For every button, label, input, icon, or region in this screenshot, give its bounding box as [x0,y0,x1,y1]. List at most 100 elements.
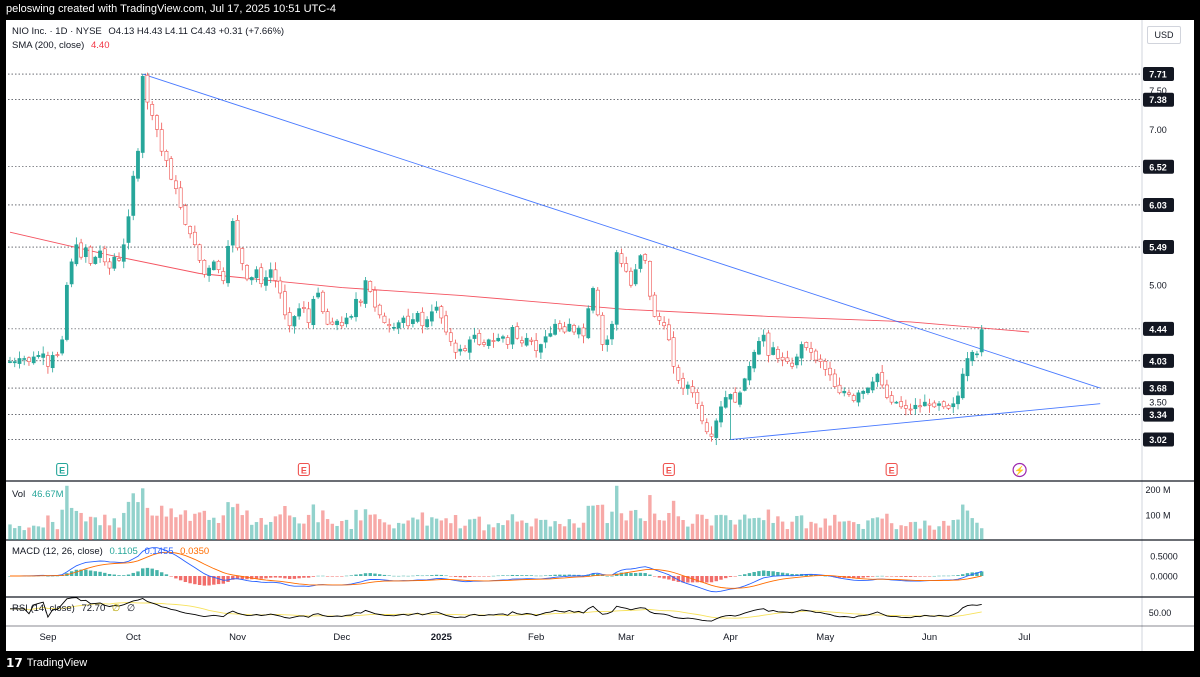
volume-bar [937,526,941,540]
candle-body [704,422,709,433]
candle-body [979,329,984,353]
candle-body [543,336,548,343]
chart-area[interactable]: 7.71 7.38 6.52 6.03 5.49 4.44 4.03 3.68 3.34 3.02… [6,20,1194,651]
macd-histogram-bar [325,576,330,577]
macd-histogram-bar [562,574,567,576]
volume-bar [605,523,609,540]
volume-bar [899,525,903,540]
volume-bar [197,512,202,540]
volume-bar [548,526,553,540]
volume-bar [714,515,718,540]
macd-histogram-bar [558,574,562,576]
candle-body [211,261,216,271]
macd-histogram-bar [619,572,624,576]
time-axis-label: Jul [1018,632,1030,643]
macd-histogram-bar [638,572,643,576]
level-label-bg [1143,159,1174,174]
candle-body [918,405,922,408]
macd-histogram-bar [885,576,889,577]
candle-body [932,402,937,408]
candle-body [150,104,155,116]
currency-button[interactable]: USD [1147,26,1181,44]
macd-histogram-bar [330,576,335,577]
time-axis-label: Sep [39,632,56,643]
macd-histogram-bar [136,571,140,576]
volume-bar [515,521,519,540]
candle-body [652,294,657,317]
volume-bar [743,514,747,540]
footer-brand[interactable]: 𝟭𝟳 TradingView [6,656,87,670]
candle-body [363,280,368,304]
macd-value-2: 0.1455 [144,546,174,557]
macd-histogram-bar [193,576,197,585]
macd-histogram-bar [951,575,955,577]
candle-body [396,322,401,329]
candle-body [278,280,283,294]
macd-histogram-bar [790,573,794,576]
volume-bar [145,507,150,540]
candle-body [254,269,259,279]
macd-histogram-bar [965,573,970,576]
candle-body [662,322,667,327]
candle-body [572,325,576,333]
volume-bar [235,503,240,540]
macd-histogram-bar [131,572,135,576]
volume-bar [69,507,74,540]
macd-histogram-bar [264,576,268,579]
macd-histogram-bar [178,576,183,581]
candle-body [287,312,292,327]
rsi-label[interactable]: RSI (14, close) [12,603,75,614]
volume-bar [506,520,510,540]
candle-body [965,358,970,377]
macd-label[interactable]: MACD (12, 26, close) [12,546,103,557]
volume-bar [690,523,695,540]
volume-bar [415,519,420,540]
price-tick-label: 7.50 [1149,86,1167,96]
macd-histogram-bar [529,575,534,576]
volume-bar [434,518,439,540]
volume-label[interactable]: Vol [12,489,26,500]
volume-bar [942,520,946,540]
macd-histogram-bar [145,567,150,576]
volume-bar [633,509,638,540]
macd-histogram-bar [738,575,742,576]
volume-bar [586,505,590,540]
macd-tick-label: 0.5000 [1150,552,1178,562]
candle-body [392,327,396,329]
macd-histogram-bar [420,575,425,577]
macd-histogram-bar [226,576,230,582]
rsi-legend: RSI (14, close) 72.70 ∅ ∅ [12,603,139,614]
volume-bar [501,525,505,540]
symbol-name[interactable]: NIO Inc. · 1D · NYSE [12,26,102,37]
volume-bar [250,524,254,540]
macd-histogram-bar [74,569,79,576]
macd-histogram-bar [600,575,605,576]
volume-bar [340,521,344,540]
earnings-marker-label: E [666,466,672,476]
time-axis-label: 2025 [431,632,453,643]
level-label: 4.44 [1149,324,1167,334]
time-axis-label: Oct [126,632,141,643]
volume-bar [463,525,467,540]
macd-histogram-bar [107,573,112,576]
candle-body [482,342,486,345]
volume-bar [918,528,922,540]
macd-histogram-bar [207,576,211,586]
time-axis-label: Apr [723,632,738,643]
volume-bar [420,512,425,540]
candle-body [264,277,268,286]
macd-histogram-bar [667,576,671,580]
volume-bar [378,519,382,540]
price-chart-svg[interactable]: 7.71 7.38 6.52 6.03 5.49 4.44 4.03 3.68 3.34 3.02… [6,20,1194,651]
level-label-bg [1143,92,1174,107]
candle-body [273,269,278,281]
sma-label[interactable]: SMA (200, close) [12,40,85,51]
volume-bar [539,519,543,540]
volume-bar [814,523,818,540]
candle-body [553,323,558,335]
macd-histogram-bar [392,575,396,577]
volume-bar [885,513,889,540]
macd-histogram-bar [231,576,235,580]
macd-histogram-bar [927,576,932,577]
earnings-marker-icon [885,462,898,477]
